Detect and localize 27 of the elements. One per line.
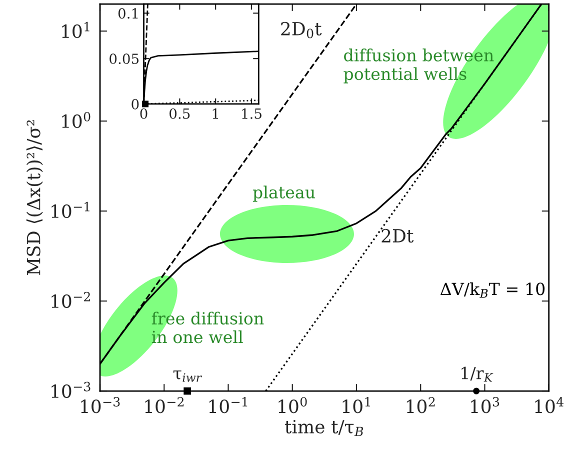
series-label: 2Dt (382, 228, 414, 243)
annotation: ΔV/k$_{B}$T = 10 (440, 282, 545, 298)
y-tick-label: 10$^{1}$ (62, 22, 90, 38)
y-tick-label: 0.05 (110, 54, 139, 64)
x-tick-label: 10$^{−2}$ (145, 397, 184, 414)
x-tick-label: 0 (140, 108, 148, 119)
x-tick-label: 10$^{−1}$ (209, 397, 248, 414)
y-tick-label: 0 (132, 98, 139, 110)
x-tick-label: 10$^{2}$ (406, 397, 435, 414)
x-tick-label: 10$^{0}$ (278, 397, 307, 414)
series-label: 1/r$_{K}$ (462, 366, 494, 382)
x-tick-label: 1 (212, 108, 218, 119)
x-tick-label: 1.5 (242, 108, 262, 119)
series-label: 2D$_{0}$t (281, 22, 322, 38)
x-tick-label: 10$^{3}$ (471, 397, 500, 414)
y-tick-label: 10$^{−1}$ (52, 202, 90, 218)
y-tick-label: 0.1 (118, 8, 138, 19)
series-label: τ$_{iwr}$ (173, 370, 202, 382)
y-tick-label: 10$^{−2}$ (52, 292, 90, 308)
x-tick-label: 10$^{−3}$ (81, 397, 120, 414)
x-tick-label: 10$^{1}$ (342, 397, 370, 414)
x-tick-label: 0.5 (170, 108, 190, 119)
annotation: plateau (252, 186, 315, 202)
x-tick-label: 10$^{4}$ (535, 397, 564, 414)
y-axis-title: MSD ⟨(Δx(t))²⟩/σ² (26, 120, 43, 275)
y-tick-label: 10$^{−3}$ (52, 382, 90, 398)
x-axis-title: time t/τ$_{B}$ (284, 420, 364, 436)
